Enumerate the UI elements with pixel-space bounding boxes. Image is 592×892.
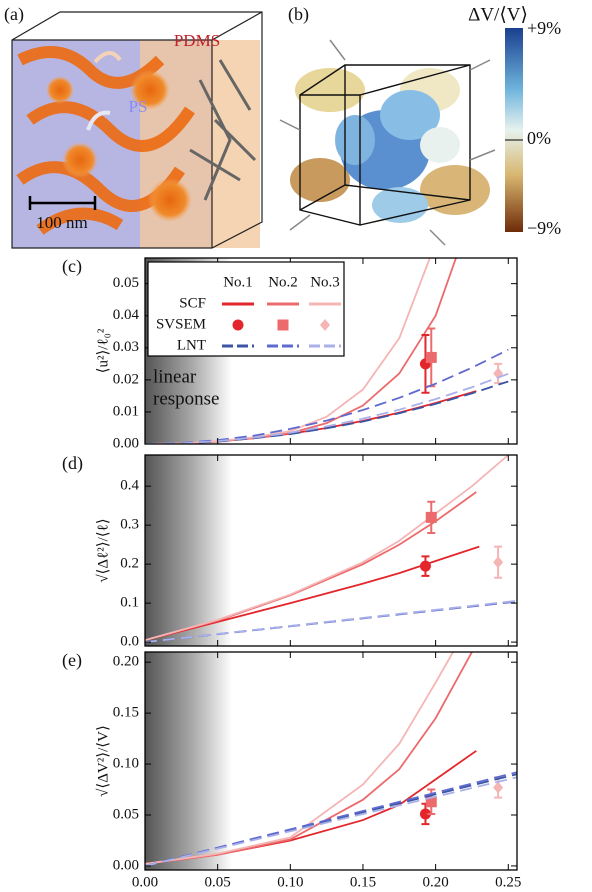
marker <box>419 808 431 820</box>
shaded-region <box>145 455 233 646</box>
panel-label: (b) <box>288 4 309 25</box>
y-tick-label: 0.04 <box>113 307 140 323</box>
x-tick-label: 0.10 <box>277 874 303 890</box>
line <box>145 258 431 444</box>
y-axis-label: ⟨u²⟩/ℓ₀² <box>95 328 111 373</box>
y-tick-label: 0.03 <box>113 339 139 355</box>
y-tick-label: 0.02 <box>113 371 139 387</box>
panel-b-image <box>279 28 523 246</box>
plot-area <box>145 455 517 646</box>
x-tick-label: 0.25 <box>495 874 521 890</box>
scale-bar-label: 100 nm <box>36 213 87 232</box>
y-tick-label: 0.0 <box>120 634 139 650</box>
panel-label: (e) <box>62 650 82 671</box>
y-tick-label: 0.10 <box>113 755 139 771</box>
y-axis-label: √⟨ΔV²⟩/⟨V⟩ <box>95 725 111 797</box>
line <box>145 455 509 642</box>
colorbar-tick-label: 0% <box>527 128 551 148</box>
y-tick-label: 0.3 <box>120 517 139 533</box>
legend-row: LNT <box>177 337 206 353</box>
colorbar-title: ΔV/⟨V⟩ <box>468 4 528 25</box>
dashed-line <box>145 372 509 444</box>
marker <box>425 796 437 808</box>
dashed-line <box>145 599 517 643</box>
shaded-region <box>145 652 233 870</box>
legend-row: SVSEM <box>156 316 206 332</box>
y-tick-label: 0.2 <box>120 556 139 572</box>
x-tick-label: 0.05 <box>205 874 231 890</box>
legend-marker <box>232 319 244 331</box>
annotation: linear <box>153 366 197 387</box>
marker <box>493 781 504 794</box>
legend-marker <box>320 319 330 331</box>
x-tick-label: 0.15 <box>350 874 376 890</box>
marker <box>425 511 437 523</box>
legend-column: No.3 <box>310 274 340 290</box>
y-tick-label: 0.00 <box>113 857 139 873</box>
pdms-label: PDMS <box>174 31 220 50</box>
x-tick-label: 0.20 <box>423 874 449 890</box>
plot-frame <box>144 651 518 871</box>
colorbar-tick-label: −9% <box>527 218 561 238</box>
line <box>145 545 480 642</box>
y-tick-label: 0.01 <box>113 403 139 419</box>
panel-a-image <box>11 11 263 249</box>
legend-marker <box>277 319 289 331</box>
legend-box <box>147 261 345 357</box>
y-tick-label: 0.4 <box>120 478 139 494</box>
marker <box>425 351 437 363</box>
plot-area <box>145 652 517 870</box>
plot-frame <box>144 257 518 445</box>
plot-frame <box>144 454 518 647</box>
panel-label: (a) <box>4 4 24 25</box>
y-axis-label: √⟨Δℓ²⟩/⟨ℓ⟩ <box>95 518 111 582</box>
legend-column: No.2 <box>268 274 298 290</box>
line <box>145 652 454 865</box>
colorbar-tick-label: +9% <box>527 18 561 38</box>
y-tick-label: 0.00 <box>113 435 139 451</box>
panel-label: (d) <box>62 453 83 474</box>
dashed-line <box>145 776 517 867</box>
y-tick-label: 0.05 <box>113 806 139 822</box>
y-tick-label: 0.20 <box>113 654 139 670</box>
x-tick-label: 0.00 <box>132 874 158 890</box>
legend-column: No.1 <box>223 274 253 290</box>
marker <box>419 560 431 572</box>
legend-row: SCF <box>179 295 206 311</box>
panel-label: (c) <box>62 256 82 277</box>
ps-label: PS <box>129 97 148 116</box>
line <box>145 652 473 865</box>
marker <box>493 556 504 569</box>
y-tick-label: 0.15 <box>113 705 139 721</box>
annotation: response <box>153 388 219 409</box>
y-tick-label: 0.1 <box>120 595 139 611</box>
y-tick-label: 0.05 <box>113 275 139 291</box>
